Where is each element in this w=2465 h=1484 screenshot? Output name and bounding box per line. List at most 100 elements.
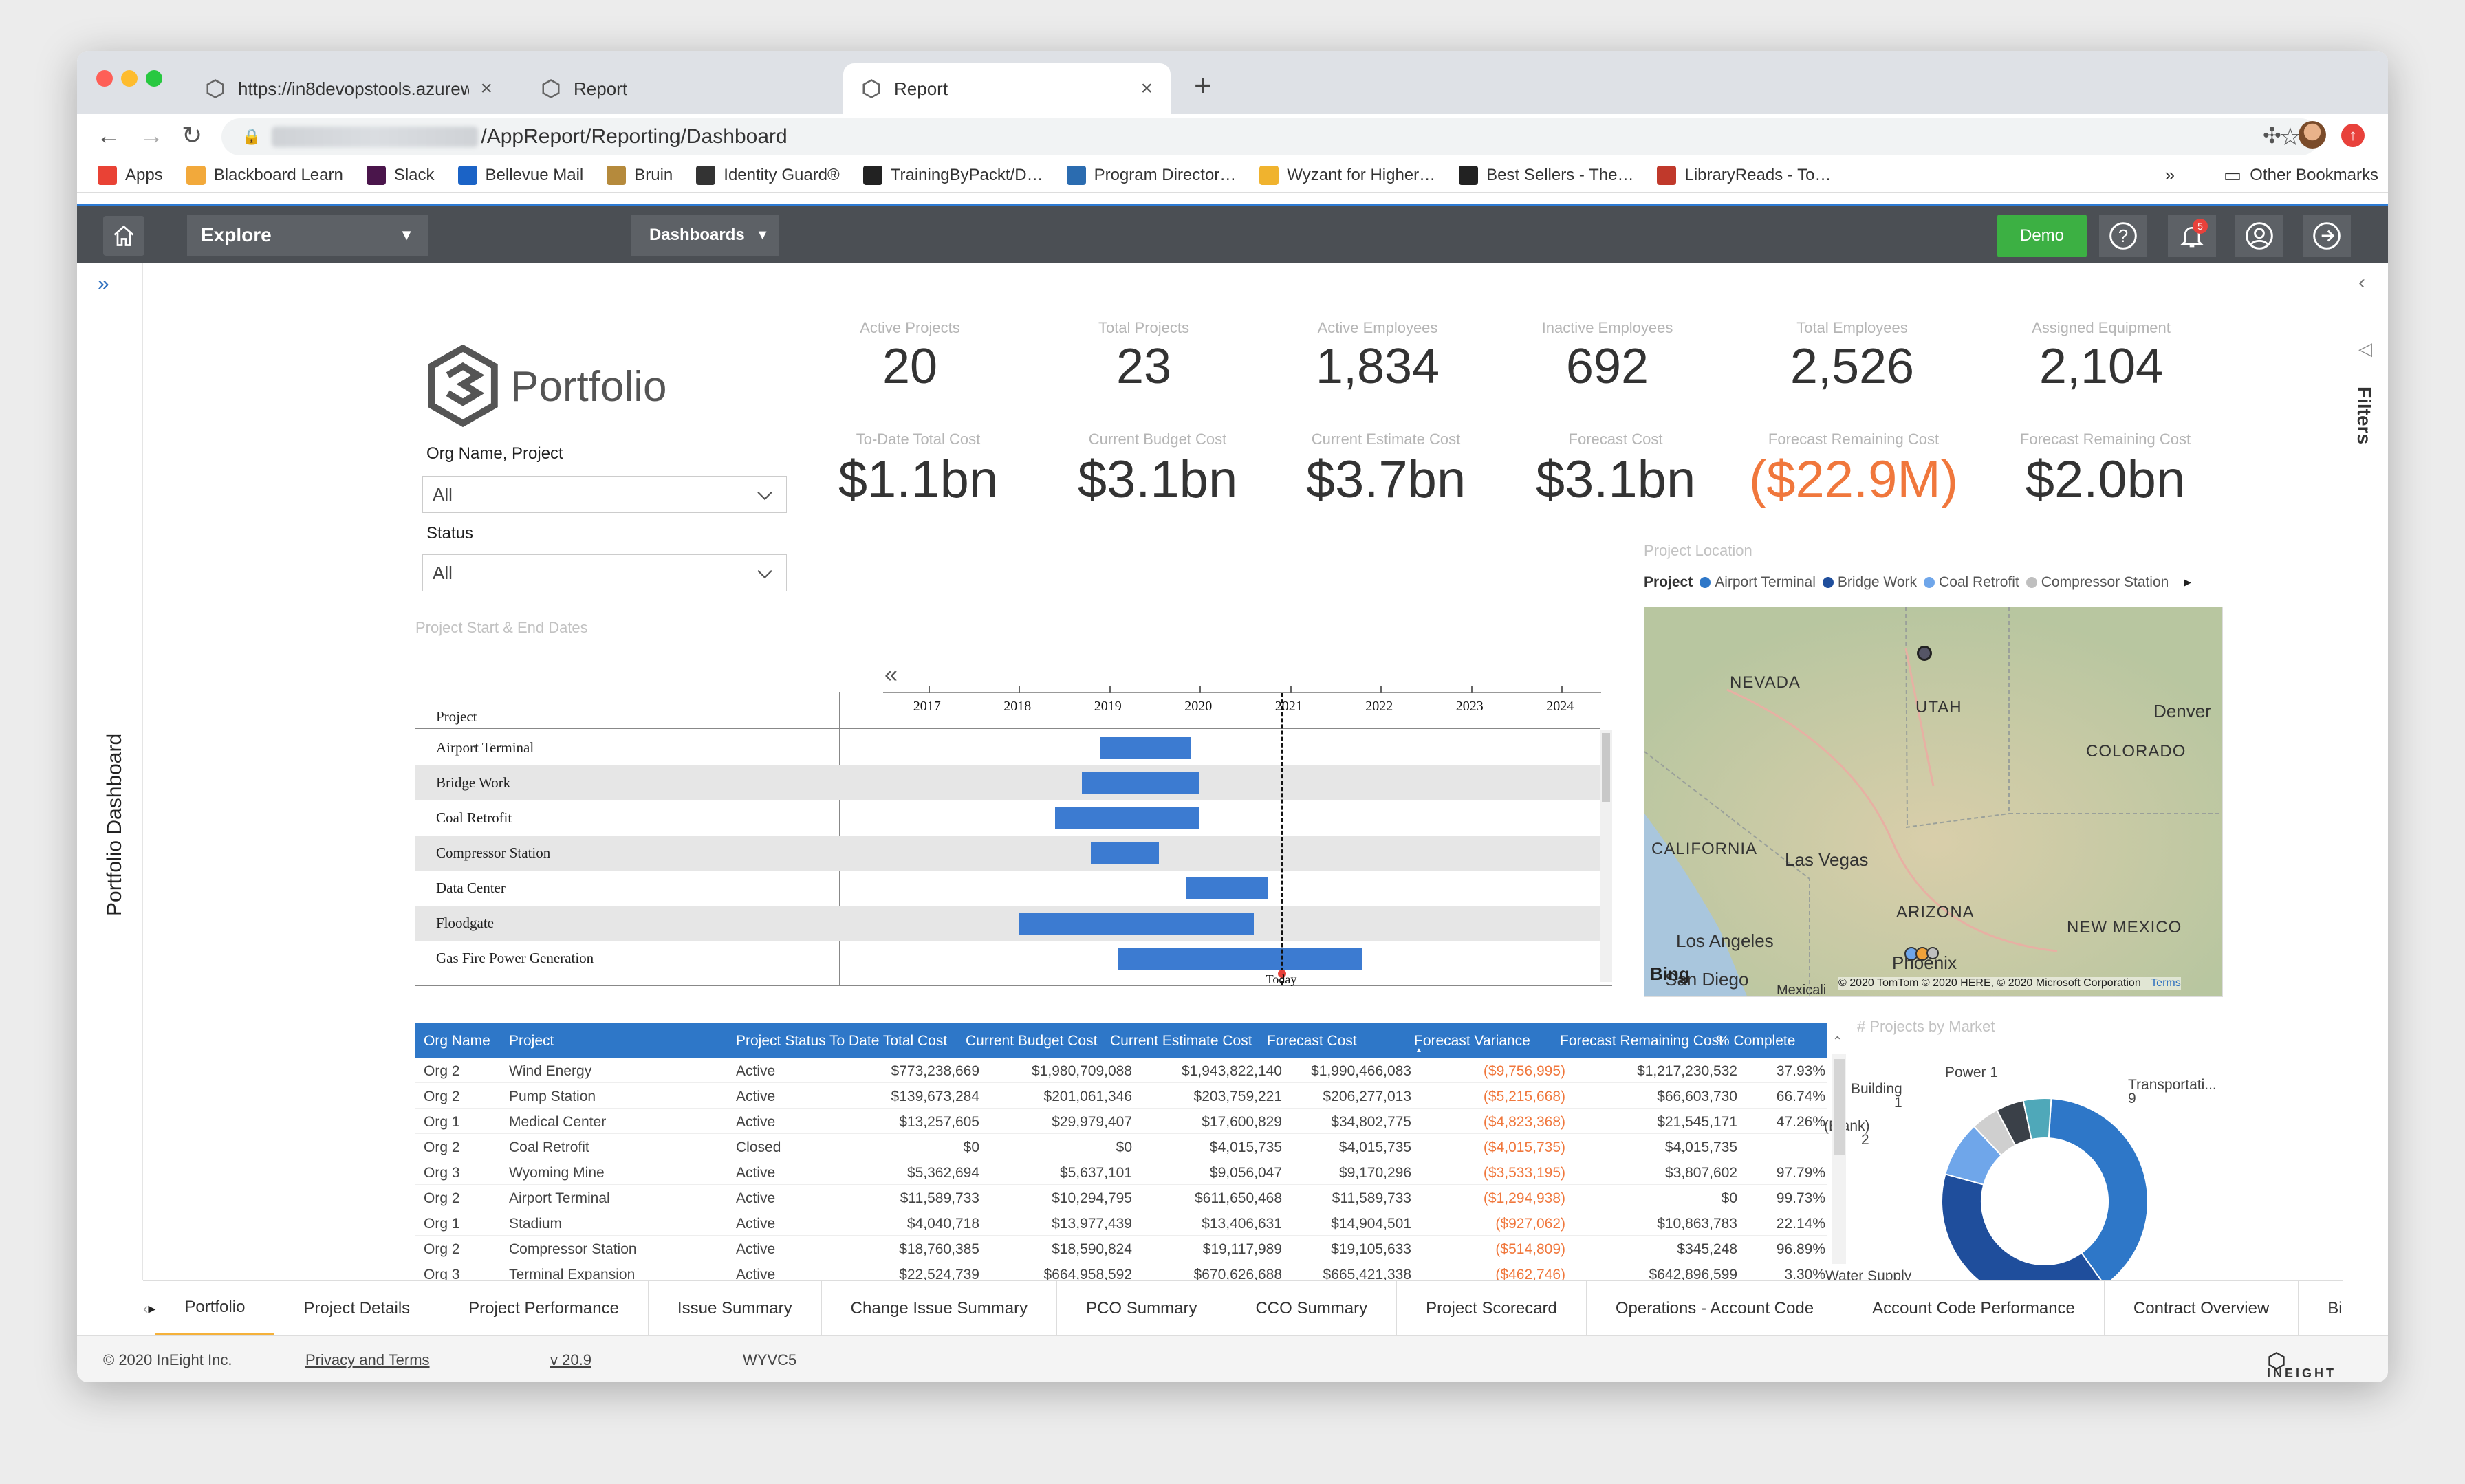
forward-arrow-icon[interactable]: → (139, 121, 164, 149)
bookmark-item[interactable]: Blackboard Learn (186, 165, 343, 185)
page-tab[interactable]: Issue Summary (649, 1281, 822, 1335)
page-tab[interactable]: Project Performance (439, 1281, 649, 1335)
page-tab[interactable]: Account Code Performance (1843, 1281, 2105, 1335)
scroll-thumb[interactable] (1834, 1059, 1845, 1155)
table-row[interactable]: Org 2 Pump Station Active $139,673,284 $201,… (415, 1083, 1827, 1109)
bookmarks-overflow-chevron[interactable]: » (2164, 164, 2175, 185)
column-header[interactable]: Current Estimate Cost (1110, 1033, 1252, 1049)
scroll-thumb[interactable] (1602, 733, 1610, 802)
filters-pane[interactable]: ‹ ◁ Filters (2343, 263, 2388, 1280)
bookmark-item[interactable]: Apps (98, 165, 163, 185)
close-window-button[interactable] (96, 70, 113, 87)
update-alert-icon[interactable]: ↑ (2341, 124, 2365, 147)
privacy-link[interactable]: Privacy and Terms (305, 1351, 430, 1368)
page-tab[interactable]: Project Details (274, 1281, 440, 1335)
bookmark-item[interactable]: Identity Guard® (696, 165, 840, 185)
page-tab[interactable]: PCO Summary (1057, 1281, 1227, 1335)
profile-avatar[interactable] (2299, 121, 2326, 149)
gantt-row[interactable]: Coal Retrofit (415, 800, 1600, 836)
scroll-up-arrow-icon[interactable]: ⌃ (1832, 1034, 1843, 1048)
table-row[interactable]: Org 3 Wyoming Mine Active $5,362,694 $5,637,… (415, 1159, 1827, 1185)
gantt-row[interactable]: Bridge Work (415, 765, 1600, 800)
home-button[interactable] (103, 216, 144, 256)
table-row[interactable]: Org 1 Stadium Active $4,040,718 $13,977,439 $… (415, 1210, 1827, 1236)
demo-button[interactable]: Demo (1997, 215, 2087, 257)
column-header[interactable]: Org Name (424, 1033, 490, 1049)
column-header[interactable]: Current Budget Cost (966, 1033, 1098, 1049)
projects-by-market-donut[interactable] (1931, 1088, 2158, 1315)
back-arrow-icon[interactable]: ← (96, 121, 121, 149)
gantt-bar[interactable] (1019, 913, 1255, 935)
gantt-scrollbar[interactable] (1600, 730, 1612, 982)
expand-nav-icon[interactable]: » (98, 272, 109, 295)
gantt-row[interactable]: Airport Terminal (415, 730, 1600, 765)
column-header[interactable]: Project Status (736, 1033, 826, 1049)
org-project-slicer[interactable]: All (422, 476, 787, 513)
legend-item[interactable]: Coal Retrofit (1939, 574, 2019, 590)
legend-item[interactable]: Airport Terminal (1715, 574, 1816, 590)
status-slicer[interactable]: All (422, 554, 787, 591)
map-pin-airport-terminal[interactable] (1917, 646, 1932, 661)
chevron-left-icon[interactable]: ‹ (2358, 271, 2365, 294)
table-row[interactable]: Org 2 Compressor Station Active $18,760,385… (415, 1236, 1827, 1261)
notifications-button[interactable]: 5 (2168, 215, 2216, 257)
terms-link[interactable]: Terms (2151, 977, 2181, 989)
dashboards-menu[interactable]: Dashboards ▼ (631, 215, 779, 256)
legend-next-arrow-icon[interactable]: ▸ (2184, 574, 2191, 590)
minimize-window-button[interactable] (121, 70, 138, 87)
gantt-row[interactable]: Floodgate (415, 906, 1600, 941)
column-header[interactable]: Forecast Variance (1414, 1033, 1530, 1049)
browser-tab-3-active[interactable]: Report × (843, 63, 1171, 114)
bookmark-star-icon[interactable]: ☆ (2279, 122, 2301, 151)
extensions-puzzle-icon[interactable]: ✣ (2263, 123, 2281, 148)
column-header[interactable]: % Complete (1717, 1033, 1796, 1049)
project-location-map[interactable]: NEVADA UTAH Denver COLORADO CALIFORNIA L… (1644, 607, 2223, 997)
version-link[interactable]: v 20.9 (550, 1351, 591, 1368)
gantt-column-header[interactable]: Project (436, 708, 477, 725)
help-button[interactable]: ? (2099, 215, 2147, 257)
account-button[interactable] (2235, 215, 2283, 257)
legend-item[interactable]: Bridge Work (1837, 574, 1918, 590)
other-bookmarks-folder[interactable]: ▭ Other Bookmarks (2224, 164, 2378, 186)
bookmark-item[interactable]: LibraryReads - To… (1657, 165, 1831, 185)
table-scrollbar[interactable] (1832, 1054, 1846, 1264)
bookmark-item[interactable]: Bellevue Mail (457, 165, 583, 185)
tabs-prev-arrow[interactable]: ‹ (143, 1299, 149, 1317)
gantt-row[interactable]: Gas Fire Power Generation (415, 941, 1600, 976)
gantt-bar[interactable] (1186, 877, 1268, 899)
bookmark-item[interactable]: Program Director… (1066, 165, 1236, 185)
column-header[interactable]: To Date Total Cost (829, 1033, 948, 1049)
page-tab[interactable]: Portfolio (155, 1281, 275, 1335)
bookmark-item[interactable]: Wyzant for Higher… (1259, 165, 1435, 185)
collapse-column-icon[interactable]: « (884, 662, 898, 688)
page-tab[interactable]: Operations - Account Code (1587, 1281, 1844, 1335)
bookmark-item[interactable]: Bruin (607, 165, 673, 185)
zoom-window-button[interactable] (146, 70, 162, 87)
donut-slice[interactable] (2022, 1098, 2052, 1141)
reload-icon[interactable]: ↻ (182, 121, 203, 149)
browser-tab-1[interactable]: https://in8devopstools.azurew… × (187, 63, 510, 114)
table-row[interactable]: Org 2 Coal Retrofit Closed $0 $0 $4,015,735 $4… (415, 1134, 1827, 1159)
gantt-bar[interactable] (1091, 842, 1160, 864)
page-tab[interactable]: Bid F (2299, 1281, 2343, 1335)
column-header[interactable]: Forecast Remaining Cost (1560, 1033, 1723, 1049)
table-row[interactable]: Org 2 Wind Energy Active $773,238,669 $1,980… (415, 1058, 1827, 1083)
legend-item[interactable]: Compressor Station (2041, 574, 2169, 590)
bookmark-item[interactable]: TrainingByPackt/D… (862, 165, 1043, 185)
page-tab[interactable]: Project Scorecard (1397, 1281, 1587, 1335)
bookmark-item[interactable]: Best Sellers - The… (1459, 165, 1633, 185)
gantt-row[interactable]: Compressor Station (415, 836, 1600, 871)
page-tab[interactable]: CCO Summary (1226, 1281, 1398, 1335)
map-pin-compressor-station[interactable] (1926, 947, 1939, 959)
close-tab-icon[interactable]: × (1140, 77, 1153, 100)
column-header[interactable]: Forecast Cost (1267, 1033, 1357, 1049)
page-tab[interactable]: Contract Overview (2105, 1281, 2299, 1335)
gantt-bar[interactable] (1100, 737, 1191, 759)
explore-dropdown[interactable]: Explore ▼ (187, 215, 428, 256)
bookmark-item[interactable]: Slack (366, 165, 435, 185)
column-header[interactable]: Project (509, 1033, 554, 1049)
gantt-row[interactable]: Data Center (415, 871, 1600, 906)
gantt-bar[interactable] (1054, 807, 1200, 829)
table-row[interactable]: Org 1 Medical Center Active $13,257,605 $29,… (415, 1109, 1827, 1134)
gantt-bar[interactable] (1082, 772, 1200, 794)
